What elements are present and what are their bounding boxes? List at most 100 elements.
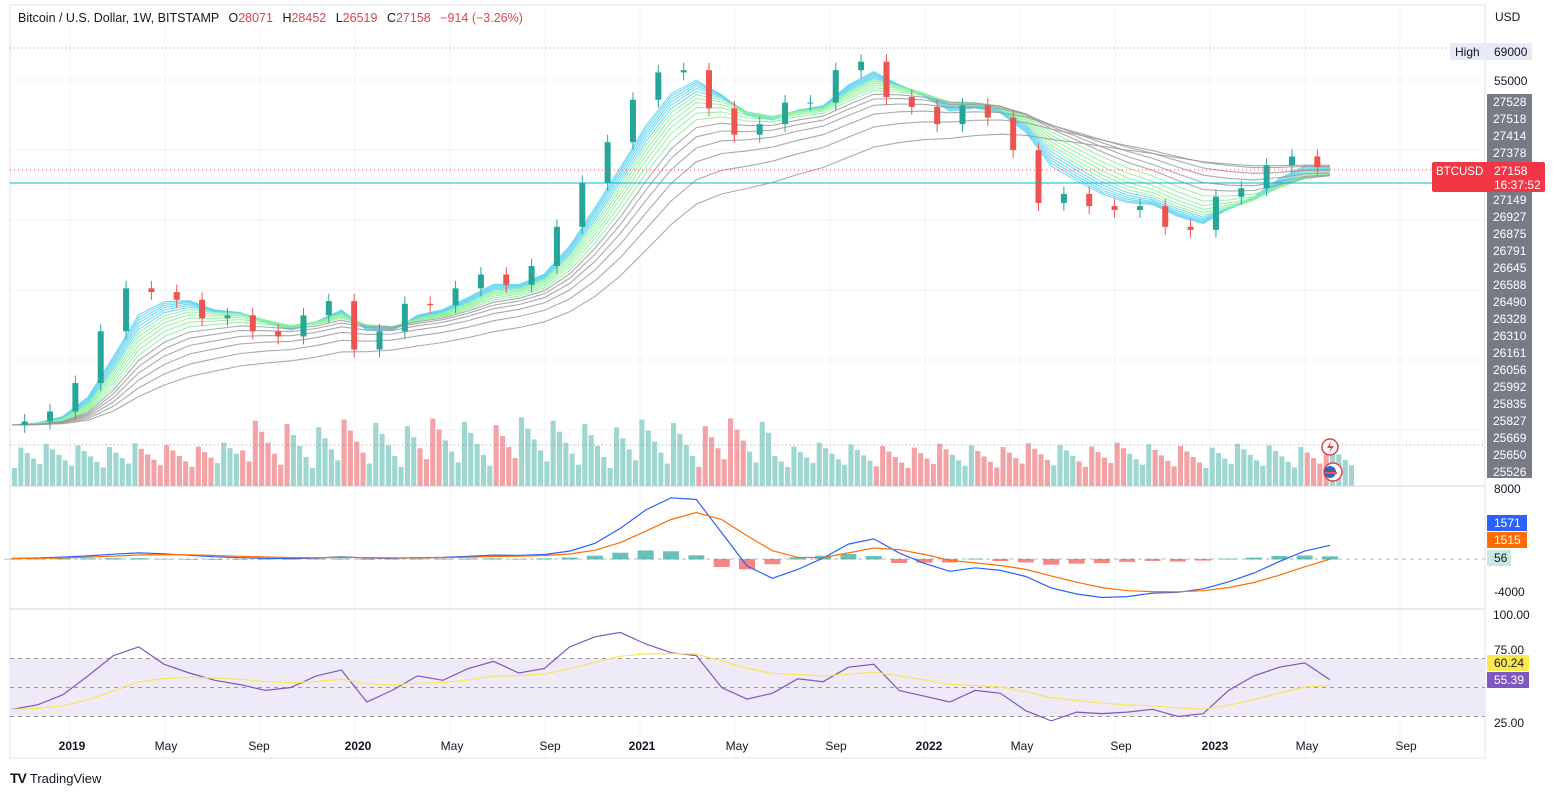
price-list-box — [1487, 94, 1532, 478]
volume-bar — [392, 455, 398, 486]
volume-bar — [842, 464, 848, 486]
x-tick-label: 2023 — [1202, 739, 1229, 753]
macd-hist-bar — [739, 559, 756, 570]
macd-hist-bar — [536, 558, 553, 560]
x-tick-label: Sep — [825, 739, 847, 753]
volume-bar — [487, 465, 493, 486]
macd-hist-bar — [1119, 559, 1136, 562]
macd-hist-bar — [460, 558, 477, 560]
volume-bar — [398, 466, 404, 486]
candle-body — [629, 99, 636, 143]
open-label: O — [228, 11, 239, 25]
volume-bar — [75, 445, 81, 486]
volume-bar — [1209, 447, 1215, 486]
candle-body — [832, 70, 839, 103]
volume-bar — [747, 451, 753, 486]
volume-bar — [987, 461, 993, 486]
time-axis[interactable]: 2019 May Sep 2020 May Sep 2021 May Sep 2022 May Sep… — [59, 739, 1417, 753]
chart-frame — [9, 4, 1486, 759]
y-tick-label: 27518 — [1493, 112, 1527, 126]
macd-hist-bar — [1271, 555, 1288, 560]
volume-bar — [1222, 458, 1228, 486]
volume-bar — [170, 450, 176, 486]
volume-bar — [176, 455, 182, 486]
price-lines — [10, 47, 1485, 446]
macd-hist-bar — [257, 559, 274, 560]
hist-value-tag — [1487, 550, 1511, 566]
close-label: C — [386, 11, 396, 25]
macd-hist-bar — [510, 558, 527, 560]
volume-bar — [164, 444, 170, 486]
candle-body — [1212, 196, 1219, 230]
y-tick-label: 26161 — [1493, 346, 1527, 360]
volume-bar — [50, 449, 56, 486]
volume-bar — [1273, 450, 1279, 486]
high-value: 69000 — [1494, 45, 1528, 59]
y-tick-label: 25992 — [1493, 380, 1527, 394]
volume-bar — [183, 461, 189, 486]
candle-body — [148, 288, 155, 293]
y-tick-label: 27149 — [1493, 193, 1527, 207]
volume-bar — [1146, 444, 1152, 487]
macd-hist-bar — [612, 552, 629, 560]
rsi-value: 55.39 — [1494, 673, 1524, 687]
volume-bar — [1190, 457, 1196, 486]
volume-bar — [1120, 448, 1126, 486]
volume-bar — [202, 452, 208, 487]
countdown: 16:37:52 — [1494, 178, 1541, 192]
ribbon-line — [11, 93, 1331, 426]
tradingview-brand[interactable]: TV TradingView — [10, 770, 101, 786]
y-tick-label: 26056 — [1493, 363, 1527, 377]
currency-label[interactable]: USD — [1495, 10, 1521, 24]
volume-bar — [449, 451, 455, 486]
candle-body — [300, 315, 307, 337]
candle-body — [275, 331, 282, 337]
volume-bar — [810, 463, 816, 486]
high-label-box — [1450, 43, 1532, 60]
y-tick-label: 27414 — [1493, 129, 1527, 143]
candle-body — [427, 303, 434, 306]
volume-bar — [721, 459, 727, 486]
volume-bar — [1285, 461, 1291, 486]
volume-bar — [69, 465, 75, 486]
y-tick-label: 26875 — [1493, 227, 1527, 241]
candle-body — [680, 70, 687, 73]
volume-bar — [924, 458, 930, 486]
rsi-pane — [10, 631, 1485, 722]
volume-bar — [12, 468, 18, 486]
volume-bar — [702, 426, 708, 486]
volume-bar — [373, 422, 379, 486]
candle-body — [173, 292, 180, 300]
close-value: 27158 — [395, 11, 431, 25]
volume-bar — [195, 446, 201, 487]
volume-bar — [18, 447, 24, 486]
x-tick-label: May — [441, 739, 464, 753]
macd-hist-bar — [105, 558, 122, 560]
volume-bars — [12, 417, 1355, 487]
volume-bar — [455, 462, 461, 486]
volume-bar — [892, 457, 898, 486]
candle-body — [1060, 193, 1067, 203]
volume-bar — [595, 446, 601, 486]
volume-bar — [37, 464, 43, 486]
candle-body — [199, 299, 206, 319]
volume-bar — [385, 444, 391, 486]
volume-bar — [930, 464, 936, 486]
volume-bar — [981, 456, 987, 486]
price-axis[interactable]: High 69000 55000 27528 27518 27414 27378 27149 2… — [1432, 43, 1545, 730]
macd-hist-bar — [232, 559, 249, 560]
volume-bar — [379, 433, 385, 486]
volume-bar — [512, 458, 518, 486]
candle-body — [376, 331, 383, 350]
ribbon-line — [11, 80, 1331, 426]
volume-bar — [43, 443, 49, 486]
volume-bar — [1139, 464, 1145, 486]
volume-bar — [1304, 452, 1310, 486]
macd-hist-bar — [206, 559, 223, 560]
y-tick-label: 26490 — [1493, 295, 1527, 309]
volume-bar — [436, 429, 442, 486]
volume-bar — [1171, 466, 1177, 486]
volume-bar — [975, 450, 981, 486]
ribbon-line — [11, 84, 1331, 426]
